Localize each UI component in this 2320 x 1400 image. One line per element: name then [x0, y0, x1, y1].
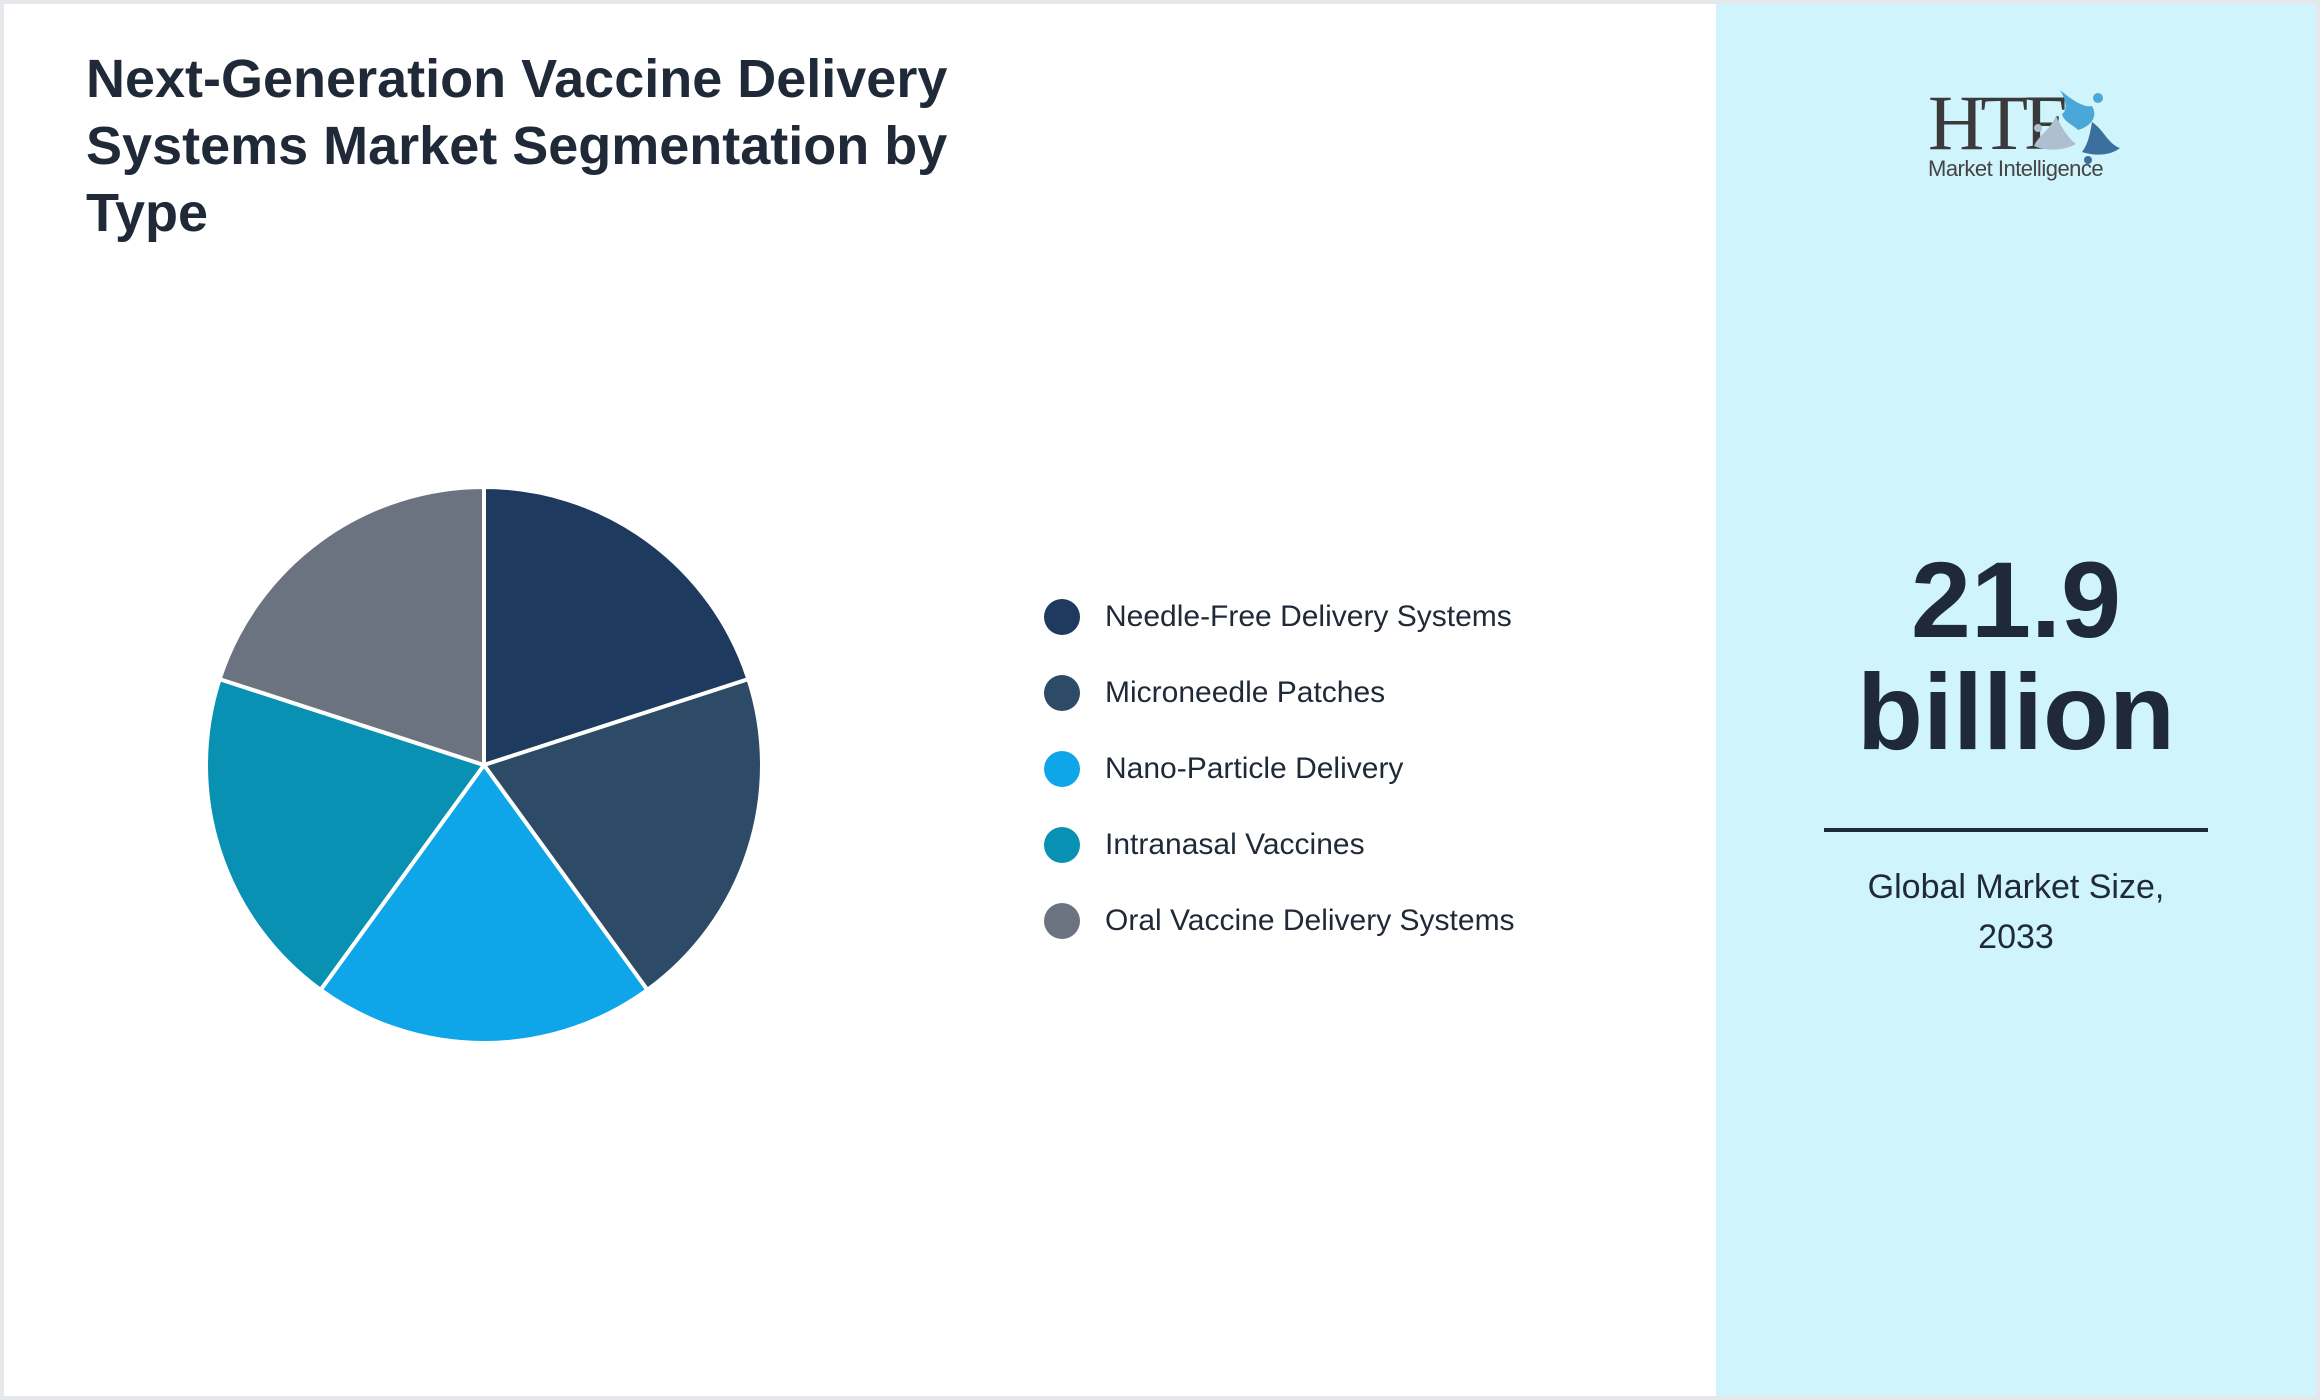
logo-tagline: Market Intelligence	[1928, 156, 2104, 181]
legend-label: Microneedle Patches	[1105, 676, 1386, 709]
infographic-card: Next-Generation Vaccine Delivery Systems…	[4, 4, 2316, 1396]
htf-logo: HTF Market Intelligence	[1928, 84, 2128, 194]
legend-label: Nano-Particle Delivery	[1105, 752, 1404, 785]
market-size-unit: billion	[1857, 651, 2175, 772]
pie-slice-microneedle-patches[interactable]	[482, 677, 764, 992]
caption-line-2: 2033	[1978, 918, 2054, 956]
market-size-number: 21.9	[1910, 539, 2122, 660]
pie-slice-nano-particle-delivery[interactable]	[318, 763, 650, 1045]
legend-item[interactable]: Microneedle Patches	[1044, 674, 1564, 714]
chart-panel: Next-Generation Vaccine Delivery Systems…	[4, 4, 1716, 1396]
legend-item[interactable]: Needle-Free Delivery Systems	[1044, 598, 1564, 638]
legend-swatch-icon	[1044, 751, 1080, 787]
pie-slice-oral-vaccine-delivery-systems[interactable]	[217, 485, 486, 767]
legend-label: Needle-Free Delivery Systems	[1105, 600, 1512, 633]
legend-item[interactable]: Intranasal Vaccines	[1044, 826, 1564, 866]
legend-label: Oral Vaccine Delivery Systems	[1105, 904, 1515, 937]
legend-item[interactable]: Oral Vaccine Delivery Systems	[1044, 902, 1564, 942]
logo-figures-icon	[2034, 90, 2120, 164]
caption-line-1: Global Market Size,	[1867, 868, 2165, 906]
legend-item[interactable]: Nano-Particle Delivery	[1044, 750, 1564, 790]
legend-swatch-icon	[1044, 827, 1080, 863]
pie-slice-needle-free-delivery-systems[interactable]	[482, 485, 751, 767]
divider	[1824, 828, 2208, 832]
market-size-caption: Global Market Size, 2033	[1716, 862, 2316, 962]
market-size-value: 21.9 billion	[1716, 544, 2316, 768]
summary-panel: HTF Market Intelligence 21.9 billion Glo…	[1716, 4, 2316, 1396]
legend-label: Intranasal Vaccines	[1105, 828, 1365, 861]
chart-title: Next-Generation Vaccine Delivery Systems…	[86, 49, 948, 243]
pie-chart	[204, 485, 764, 1045]
pie-slice-intranasal-vaccines[interactable]	[204, 677, 486, 992]
legend-swatch-icon	[1044, 599, 1080, 635]
legend-swatch-icon	[1044, 675, 1080, 711]
legend-swatch-icon	[1044, 903, 1080, 939]
